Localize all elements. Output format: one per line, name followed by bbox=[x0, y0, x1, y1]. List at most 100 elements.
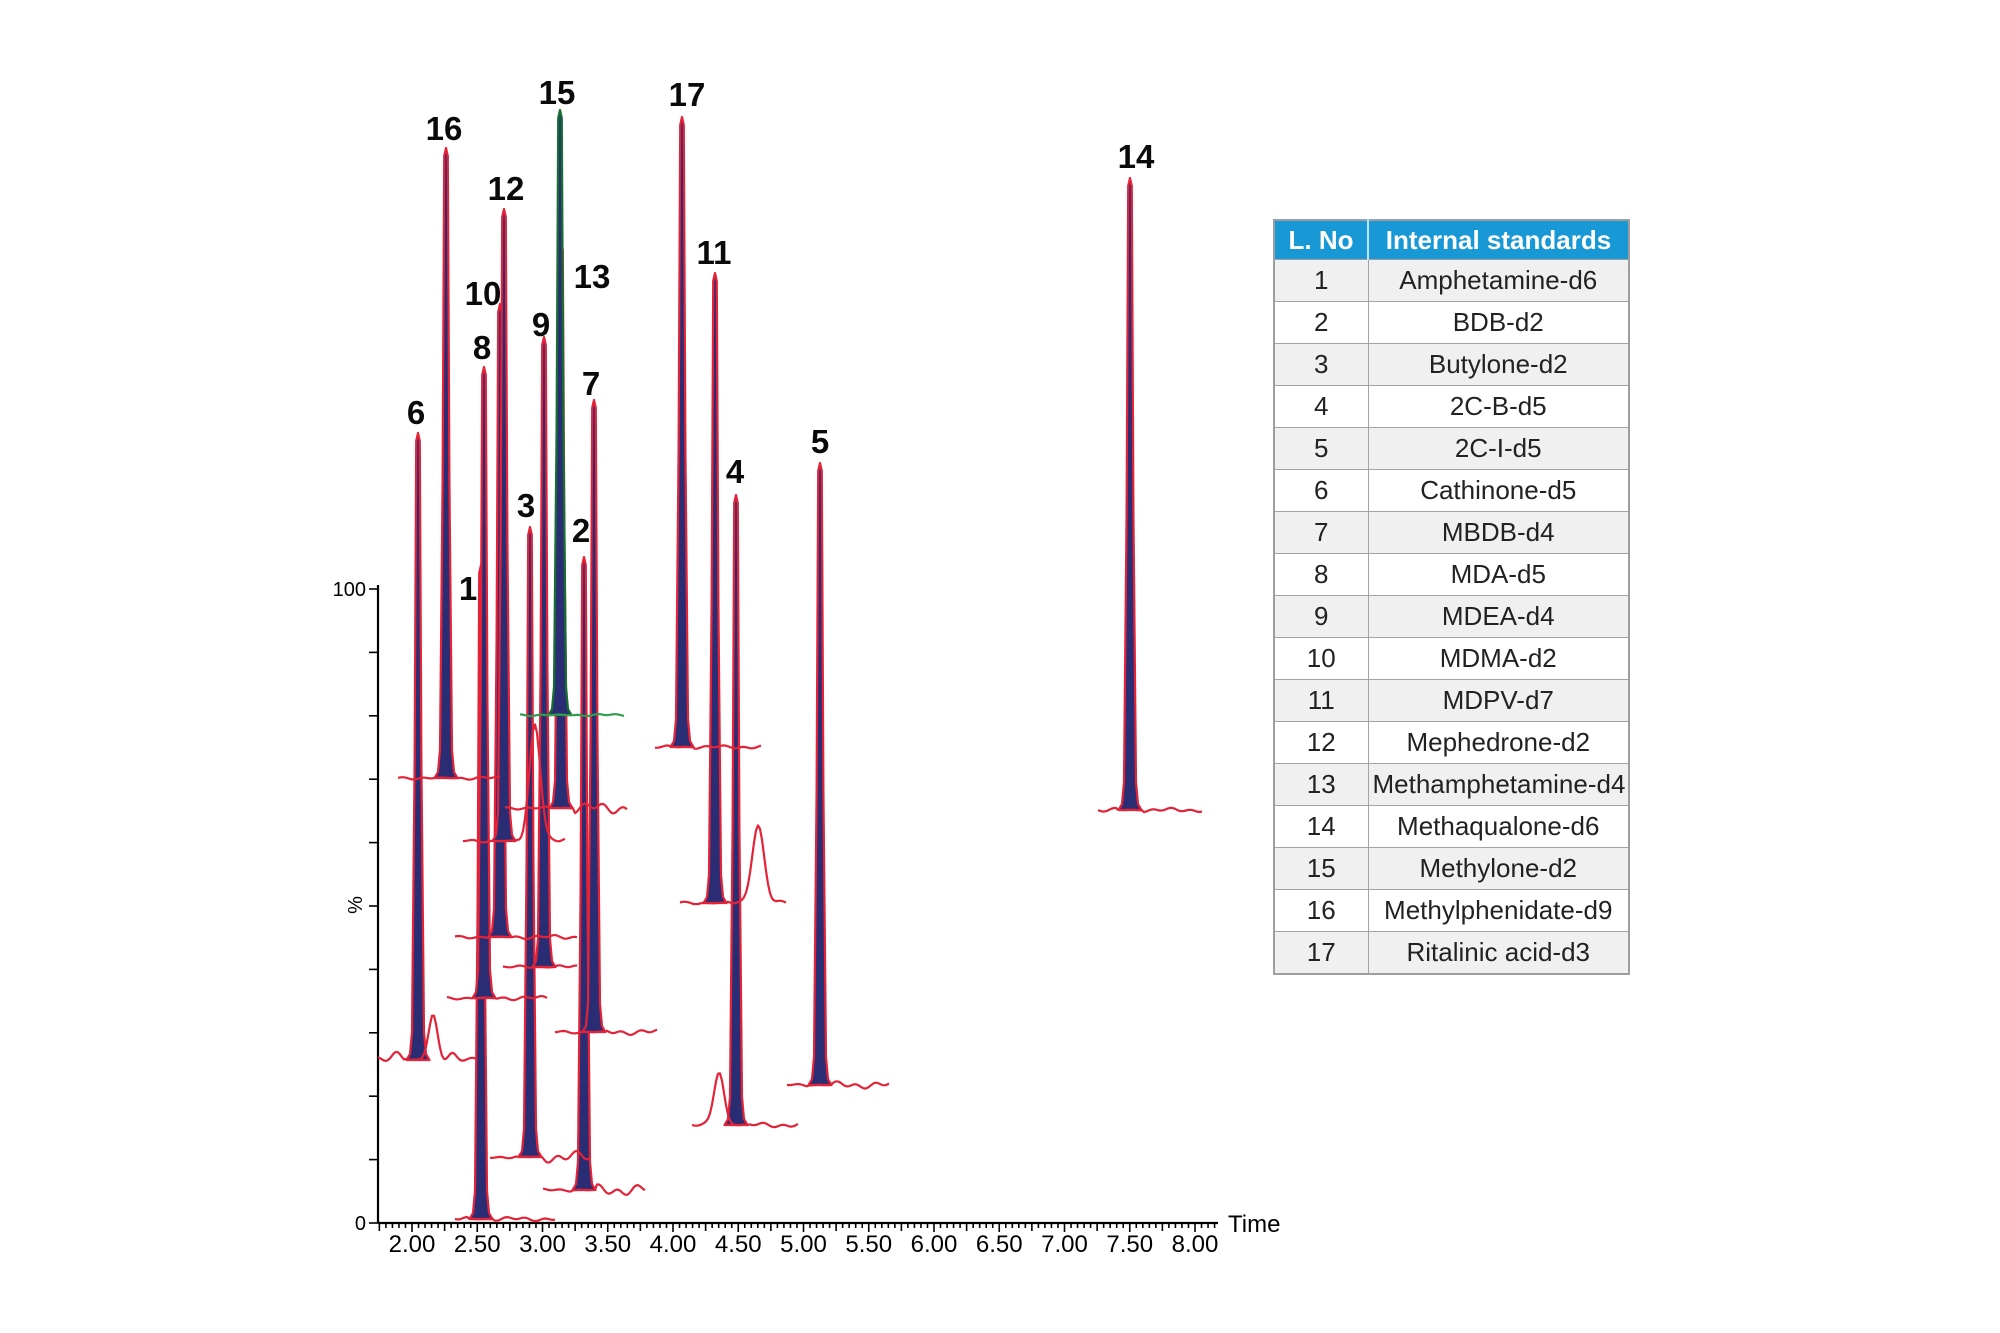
table-cell-name: Cathinone-d5 bbox=[1367, 469, 1630, 512]
peak-label-10: 10 bbox=[465, 275, 502, 312]
x-tick-label: 4.50 bbox=[715, 1231, 762, 1258]
table-cell-name: MDA-d5 bbox=[1367, 553, 1630, 596]
table-cell-no: 17 bbox=[1273, 931, 1369, 975]
peak-label-13: 13 bbox=[574, 258, 611, 295]
table-cell-name: Amphetamine-d6 bbox=[1367, 259, 1630, 302]
peak-14 bbox=[1117, 176, 1143, 812]
baseline-11 bbox=[679, 824, 787, 906]
peak-12 bbox=[491, 207, 517, 843]
table-cell-name: MBDB-d4 bbox=[1367, 511, 1630, 554]
table-cell-no: 8 bbox=[1273, 553, 1369, 596]
table-cell-no: 7 bbox=[1273, 511, 1369, 554]
baseline-4 bbox=[691, 1072, 799, 1129]
baseline-9 bbox=[502, 964, 578, 969]
table-cell-name: Methylone-d2 bbox=[1367, 847, 1630, 890]
baseline-12 bbox=[462, 723, 566, 844]
trace-peaks bbox=[405, 108, 1143, 1221]
peak-8 bbox=[471, 365, 497, 1000]
baseline-6 bbox=[377, 1014, 477, 1062]
baseline-5 bbox=[786, 1080, 890, 1090]
trace-baselines bbox=[377, 713, 1203, 1223]
table-cell-name: MDPV-d7 bbox=[1367, 679, 1630, 722]
peak-6 bbox=[405, 431, 431, 1062]
x-tick-label: 7.00 bbox=[1041, 1231, 1088, 1258]
table-header-lno: L. No bbox=[1273, 219, 1369, 260]
table-row: 8 MDA-d5 bbox=[1273, 553, 1630, 596]
table-cell-no: 14 bbox=[1273, 805, 1369, 848]
peak-7 bbox=[581, 398, 607, 1034]
table-row: 15 Methylone-d2 bbox=[1273, 847, 1630, 890]
x-tick-label: 6.00 bbox=[911, 1231, 958, 1258]
x-tick-label: 8.00 bbox=[1172, 1231, 1219, 1258]
table-cell-no: 13 bbox=[1273, 763, 1369, 806]
table-cell-no: 3 bbox=[1273, 343, 1369, 386]
table-cell-name: MDMA-d2 bbox=[1367, 637, 1630, 680]
peak-label-11: 11 bbox=[697, 234, 732, 271]
table-cell-name: Methylphenidate-d9 bbox=[1367, 889, 1630, 932]
baseline-7 bbox=[554, 1028, 658, 1036]
baseline-10 bbox=[454, 934, 578, 941]
peak-2 bbox=[571, 555, 597, 1192]
x-tick-label: 5.50 bbox=[845, 1231, 892, 1258]
table-row: 4 2C-B-d5 bbox=[1273, 385, 1630, 428]
peak-label-1: 1 bbox=[459, 570, 477, 607]
x-axis-title: Time bbox=[1228, 1211, 1280, 1238]
axes bbox=[369, 585, 1218, 1232]
peak-4 bbox=[723, 493, 749, 1127]
table-cell-name: Methamphetamine-d4 bbox=[1367, 763, 1630, 806]
baseline-17 bbox=[654, 744, 762, 750]
peak-label-2: 2 bbox=[572, 512, 590, 549]
peak-label-17: 17 bbox=[669, 76, 706, 113]
peak-17 bbox=[669, 115, 695, 749]
peak-label-9: 9 bbox=[532, 306, 550, 343]
x-tick-label: 6.50 bbox=[976, 1231, 1023, 1258]
x-tick-label: 2.00 bbox=[389, 1231, 436, 1258]
table-cell-no: 6 bbox=[1273, 469, 1369, 512]
table-cell-no: 5 bbox=[1273, 427, 1369, 470]
table-header-standards: Internal standards bbox=[1367, 219, 1630, 260]
peak-label-3: 3 bbox=[517, 487, 535, 524]
peak-label-16: 16 bbox=[426, 110, 463, 147]
table-row: 13 Methamphetamine-d4 bbox=[1273, 763, 1630, 806]
peak-label-6: 6 bbox=[407, 394, 425, 431]
internal-standards-table: L. No Internal standards 1 Amphetamine-d6… bbox=[1273, 219, 1630, 975]
peak-label-5: 5 bbox=[811, 423, 829, 460]
table-row: 10 MDMA-d2 bbox=[1273, 637, 1630, 680]
table-cell-no: 10 bbox=[1273, 637, 1369, 680]
table-body: 1 Amphetamine-d6 2 BDB-d2 3 Butylone-d2 4 2C-B-… bbox=[1273, 259, 1630, 975]
x-tick-label: 3.00 bbox=[519, 1231, 566, 1258]
table-cell-no: 9 bbox=[1273, 595, 1369, 638]
table-row: 11 MDPV-d7 bbox=[1273, 679, 1630, 722]
table-row: 6 Cathinone-d5 bbox=[1273, 469, 1630, 512]
table-row: 2 BDB-d2 bbox=[1273, 301, 1630, 344]
table-cell-no: 11 bbox=[1273, 679, 1369, 722]
x-tick-label: 4.00 bbox=[650, 1231, 697, 1258]
peak-11 bbox=[702, 271, 728, 905]
peak-5 bbox=[807, 461, 833, 1087]
table-row: 17 Ritalinic acid-d3 bbox=[1273, 931, 1630, 975]
baseline-3 bbox=[489, 1149, 591, 1164]
baseline-2 bbox=[542, 1183, 646, 1196]
baseline-14 bbox=[1097, 806, 1203, 814]
table-row: 1 Amphetamine-d6 bbox=[1273, 259, 1630, 302]
y-axis-title: % bbox=[345, 896, 367, 914]
table-row: 7 MBDB-d4 bbox=[1273, 511, 1630, 554]
baseline-8 bbox=[446, 995, 548, 1002]
table-cell-name: MDEA-d4 bbox=[1367, 595, 1630, 638]
peak-9 bbox=[531, 335, 557, 969]
table-row: 5 2C-I-d5 bbox=[1273, 427, 1630, 470]
table-cell-no: 2 bbox=[1273, 301, 1369, 344]
baseline-1 bbox=[454, 1215, 556, 1223]
table-cell-no: 4 bbox=[1273, 385, 1369, 428]
peak-label-7: 7 bbox=[582, 365, 600, 402]
table-cell-name: 2C-B-d5 bbox=[1367, 385, 1630, 428]
table-row: 16 Methylphenidate-d9 bbox=[1273, 889, 1630, 932]
peak-label-8: 8 bbox=[473, 329, 491, 366]
x-tick-label: 5.00 bbox=[780, 1231, 827, 1258]
peak-16 bbox=[433, 146, 459, 780]
x-tick-label: 3.50 bbox=[584, 1231, 631, 1258]
table-row: 9 MDEA-d4 bbox=[1273, 595, 1630, 638]
